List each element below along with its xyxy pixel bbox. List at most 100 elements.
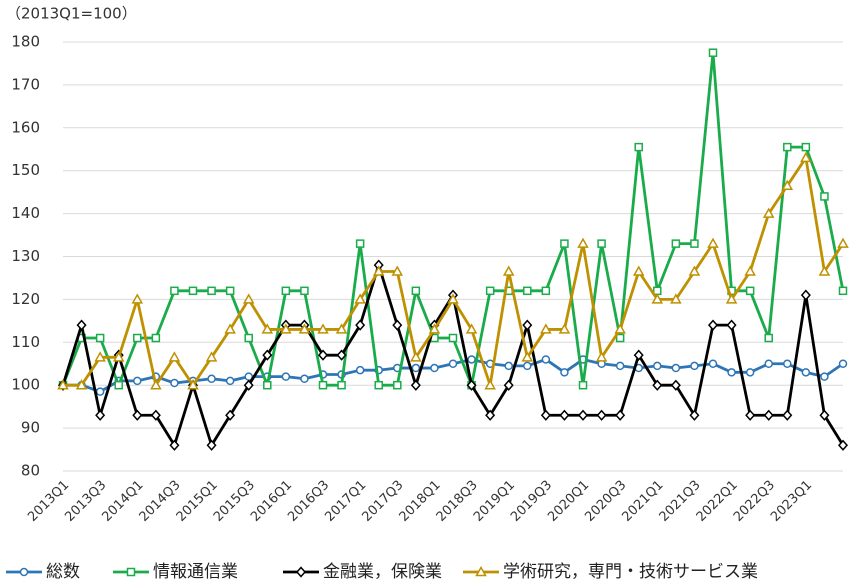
marker	[430, 363, 439, 373]
marker	[503, 379, 514, 391]
marker	[411, 286, 421, 296]
marker	[410, 379, 421, 391]
marker	[838, 359, 848, 368]
marker	[169, 439, 180, 451]
marker	[114, 380, 123, 390]
legend-label: 総数	[46, 562, 80, 582]
marker	[671, 363, 681, 373]
marker	[393, 380, 402, 390]
marker	[448, 333, 458, 343]
y-tick-label: 170	[11, 75, 40, 93]
marker	[244, 333, 253, 343]
marker	[800, 289, 811, 301]
marker	[410, 351, 422, 362]
marker	[337, 380, 346, 390]
marker	[95, 387, 105, 396]
marker	[820, 192, 829, 201]
marker	[170, 378, 179, 388]
y-tick-label: 80	[21, 462, 40, 480]
marker	[224, 323, 236, 334]
marker	[133, 376, 142, 386]
legend-label: 情報通信業	[153, 562, 238, 582]
marker	[671, 239, 681, 248]
marker	[188, 286, 198, 296]
marker	[801, 368, 811, 377]
marker	[465, 323, 478, 334]
marker	[206, 439, 217, 451]
marker	[168, 351, 181, 362]
marker	[57, 379, 69, 390]
marker	[523, 286, 532, 296]
series	[58, 48, 848, 390]
marker	[318, 380, 328, 390]
marker	[392, 319, 403, 331]
y-tick-label: 130	[11, 247, 40, 265]
marker	[225, 376, 235, 386]
marker	[690, 361, 699, 371]
marker	[708, 48, 718, 57]
marker	[207, 374, 216, 384]
marker	[838, 286, 848, 296]
legend-label: 金融業，保険業	[323, 562, 442, 582]
marker	[521, 351, 534, 362]
marker	[727, 368, 736, 377]
marker	[187, 379, 199, 390]
series-line	[63, 156, 845, 387]
marker	[652, 379, 663, 391]
marker	[540, 323, 552, 334]
marker	[615, 409, 626, 421]
marker	[263, 380, 272, 390]
marker	[355, 239, 365, 248]
marker	[670, 379, 681, 391]
marker	[707, 319, 719, 331]
marker	[837, 237, 849, 248]
marker	[653, 361, 662, 371]
y-tick-label: 110	[11, 333, 40, 351]
marker	[800, 151, 812, 163]
y-tick-label: 90	[21, 419, 40, 437]
marker	[560, 239, 569, 248]
marker	[300, 286, 309, 296]
marker	[133, 333, 142, 343]
marker	[151, 333, 161, 343]
marker	[745, 286, 755, 296]
marker	[95, 333, 105, 343]
marker	[688, 265, 701, 276]
marker	[207, 286, 216, 296]
y-tick-label: 120	[11, 290, 40, 308]
marker	[374, 380, 383, 390]
marker	[281, 372, 291, 381]
y-tick-label: 180	[11, 33, 40, 51]
marker	[132, 409, 143, 421]
marker	[782, 409, 793, 421]
marker	[745, 409, 756, 421]
marker	[467, 355, 476, 364]
legend-label: 学術研究，専門・技術サービス業	[503, 562, 758, 582]
marker	[614, 323, 626, 334]
marker	[801, 142, 811, 152]
marker	[131, 293, 144, 304]
marker	[725, 293, 738, 304]
marker	[391, 265, 404, 276]
marker	[355, 365, 365, 375]
marker	[112, 351, 125, 362]
marker	[298, 323, 311, 334]
marker	[762, 207, 775, 218]
marker	[615, 333, 625, 343]
marker	[95, 409, 106, 421]
marker	[670, 293, 682, 304]
marker	[522, 319, 533, 331]
marker	[726, 319, 737, 331]
marker	[484, 379, 496, 390]
marker	[595, 351, 608, 362]
marker	[317, 349, 329, 361]
marker	[170, 286, 179, 296]
marker	[763, 409, 774, 421]
marker	[707, 237, 719, 248]
marker	[819, 409, 830, 421]
marker	[559, 409, 570, 421]
marker	[504, 361, 513, 371]
marker	[336, 349, 347, 361]
marker	[633, 349, 644, 361]
